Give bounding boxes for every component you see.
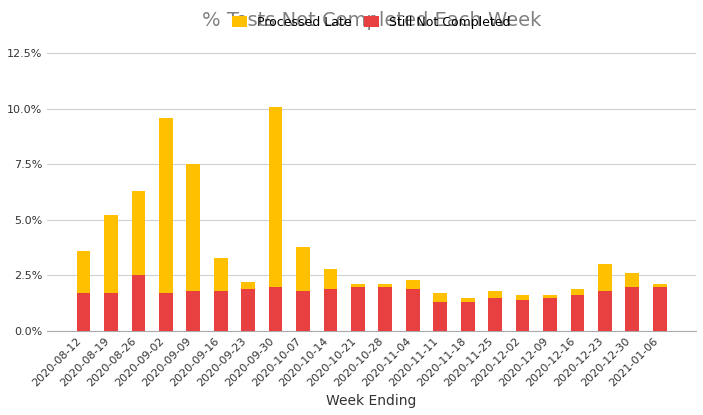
Bar	[214, 291, 228, 331]
Bar	[406, 289, 420, 331]
Bar	[131, 191, 146, 276]
Bar	[543, 298, 557, 331]
Bar	[186, 291, 200, 331]
X-axis label: Week Ending: Week Ending	[326, 394, 417, 408]
Legend: Processed Late, Still Not Completed: Processed Late, Still Not Completed	[227, 11, 516, 34]
Bar	[516, 300, 529, 331]
Bar	[378, 284, 392, 286]
Bar	[77, 251, 91, 293]
Title: % Tests Not Completed Each Week: % Tests Not Completed Each Week	[202, 10, 541, 29]
Bar	[460, 302, 475, 331]
Bar	[269, 286, 283, 331]
Bar	[378, 286, 392, 331]
Bar	[296, 247, 310, 291]
Bar	[571, 289, 584, 295]
Bar	[433, 293, 447, 302]
Bar	[323, 289, 337, 331]
Bar	[543, 295, 557, 298]
Bar	[159, 293, 173, 331]
Bar	[516, 295, 529, 300]
Bar	[626, 273, 639, 286]
Bar	[186, 164, 200, 291]
Bar	[131, 276, 146, 331]
Bar	[159, 118, 173, 293]
Bar	[653, 286, 666, 331]
Bar	[653, 284, 666, 286]
Bar	[598, 264, 612, 291]
Bar	[460, 298, 475, 302]
Bar	[214, 258, 228, 291]
Bar	[488, 291, 502, 298]
Bar	[241, 282, 255, 289]
Bar	[598, 291, 612, 331]
Bar	[296, 291, 310, 331]
Bar	[269, 107, 283, 286]
Bar	[488, 298, 502, 331]
Bar	[323, 269, 337, 289]
Bar	[406, 280, 420, 289]
Bar	[626, 286, 639, 331]
Bar	[571, 295, 584, 331]
Bar	[104, 215, 118, 293]
Bar	[77, 293, 91, 331]
Bar	[433, 302, 447, 331]
Bar	[351, 284, 365, 286]
Bar	[241, 289, 255, 331]
Bar	[104, 293, 118, 331]
Bar	[351, 286, 365, 331]
